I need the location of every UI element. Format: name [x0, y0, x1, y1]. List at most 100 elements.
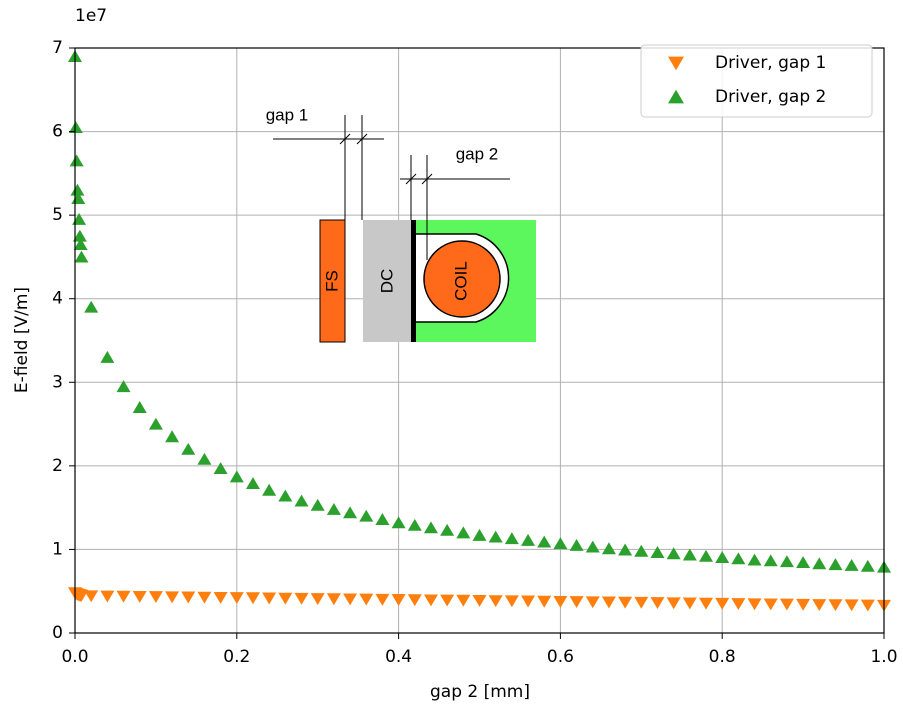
data-point: [165, 591, 180, 604]
data-point: [391, 594, 406, 606]
x-tick-label: 0.6: [547, 647, 574, 667]
data-point: [132, 590, 147, 603]
data-point: [553, 537, 568, 550]
data-point: [213, 462, 228, 474]
data-point: [165, 430, 180, 443]
data-point: [148, 591, 163, 604]
inset-diagram: FS DC COIL gap 1 gap 2: [266, 105, 536, 343]
x-tick-label: 0.0: [61, 647, 88, 667]
data-point: [310, 498, 325, 511]
data-point: [116, 590, 131, 603]
data-point: [213, 591, 228, 604]
data-point: [69, 154, 84, 167]
data-point: [407, 594, 422, 607]
data-point: [504, 532, 519, 545]
data-point: [359, 593, 374, 606]
data-point: [601, 596, 616, 609]
data-point: [618, 596, 633, 609]
y-tick-label: 1: [52, 539, 63, 559]
data-point: [699, 549, 714, 562]
data-point: [585, 596, 600, 609]
legend-box: [640, 44, 873, 118]
data-point: [569, 596, 584, 609]
y-axis-label: E-field [V/m]: [12, 287, 32, 393]
data-point: [197, 591, 212, 604]
x-tick-label: 0.4: [385, 647, 412, 667]
data-point: [407, 518, 422, 531]
legend-marker: [668, 56, 684, 71]
data-point: [650, 597, 665, 610]
data-point: [73, 238, 88, 250]
data-point: [715, 597, 730, 610]
data-point: [860, 559, 875, 572]
data-point: [844, 599, 859, 612]
gap1-label: gap 1: [266, 105, 309, 124]
data-point: [100, 350, 115, 363]
y-tick-label: 0: [52, 623, 63, 643]
y-tick-label: 7: [52, 38, 63, 58]
x-axis-label: gap 2 [mm]: [430, 682, 530, 702]
legend: Driver, gap 1 Driver, gap 2: [640, 44, 873, 118]
data-point: [68, 121, 83, 133]
data-point: [229, 592, 244, 605]
y-tick-label: 5: [52, 205, 63, 225]
data-point: [601, 542, 616, 555]
data-point: [763, 598, 778, 611]
data-point: [181, 442, 196, 455]
data-point: [731, 552, 746, 565]
plot-frame: [74, 47, 885, 634]
data-point: [278, 592, 293, 605]
data-point: [375, 513, 390, 525]
data-point: [472, 594, 487, 607]
data-point: [682, 548, 697, 561]
data-point: [423, 594, 438, 607]
data-point: [682, 597, 697, 610]
coil-label: COIL: [451, 261, 470, 301]
y-tick-label: 4: [52, 289, 63, 309]
data-point: [585, 540, 600, 553]
data-point: [779, 598, 794, 611]
data-point: [747, 553, 762, 566]
fs-label: FS: [322, 270, 341, 292]
data-point: [763, 554, 778, 567]
data-point: [634, 544, 649, 557]
x-tick-label: 0.2: [223, 647, 250, 667]
data-point: [666, 547, 681, 560]
data-layer: [68, 50, 891, 612]
data-point: [294, 592, 309, 605]
data-point: [553, 595, 568, 608]
data-point: [537, 595, 552, 608]
data-point: [456, 526, 471, 539]
data-point: [699, 597, 714, 610]
data-point: [844, 559, 859, 571]
y-offset-label: 1e7: [75, 6, 107, 26]
data-point: [666, 597, 681, 610]
data-point: [521, 533, 536, 546]
data-point: [796, 598, 811, 611]
data-point: [828, 558, 843, 571]
data-point: [569, 538, 584, 551]
data-point: [359, 509, 374, 522]
data-point: [423, 521, 438, 534]
data-point: [504, 595, 519, 608]
data-point: [262, 483, 277, 496]
fs-block: [319, 219, 346, 343]
data-point: [747, 598, 762, 611]
legend-label: Driver, gap 1: [715, 53, 826, 73]
data-point: [440, 594, 455, 607]
data-point: [650, 546, 665, 558]
x-tick-label: 0.8: [709, 647, 736, 667]
data-point: [828, 599, 843, 612]
data-point: [375, 593, 390, 606]
coil: [423, 240, 501, 318]
data-point: [262, 592, 277, 605]
data-point: [488, 530, 503, 543]
data-point: [456, 594, 471, 607]
data-point: [72, 229, 87, 242]
data-point: [310, 593, 325, 606]
data-point: [100, 590, 115, 603]
dimension-lines: [273, 115, 510, 260]
data-point: [245, 592, 260, 605]
